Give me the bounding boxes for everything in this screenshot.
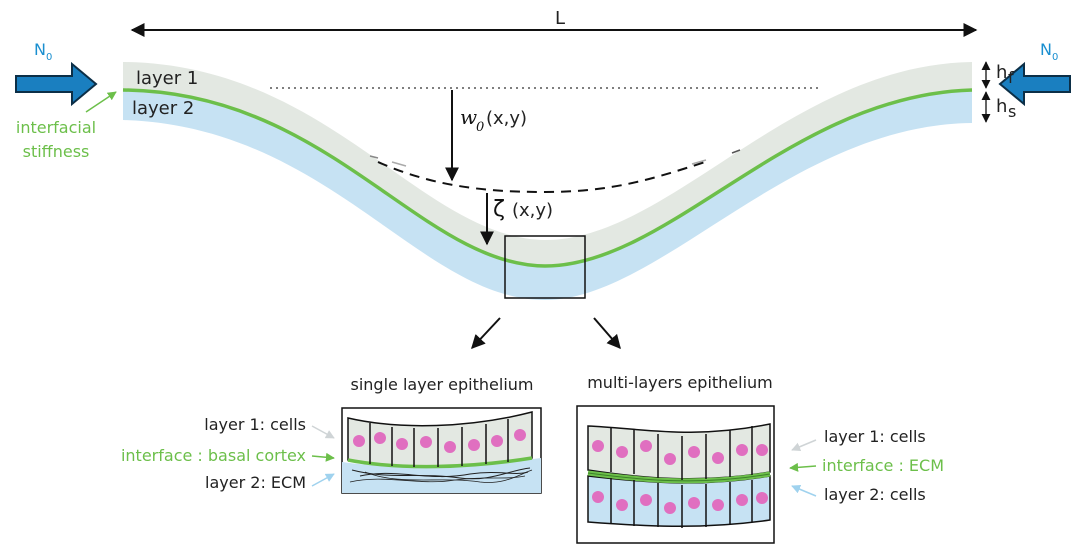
zeta-symbol: ζ <box>493 197 505 222</box>
multi-interface-label: interface : ECM <box>822 456 944 475</box>
length-label: L <box>555 8 565 29</box>
layer2-label: layer 2 <box>132 98 194 119</box>
w0-annotation: w 0 (x,y) <box>445 90 527 182</box>
layer2-band <box>123 90 972 300</box>
multi-layer-content <box>587 423 771 528</box>
left-arrow-icon <box>998 61 1071 107</box>
zeta-args: (x,y) <box>512 200 553 221</box>
hs-label: h <box>996 96 1007 117</box>
interfacial-label-2: stiffness <box>23 142 90 161</box>
hf-label: h <box>996 62 1007 83</box>
thickness-dimensions: h f h s <box>981 61 1016 123</box>
single-layer-content <box>342 411 541 493</box>
w0-args: (x,y) <box>486 108 527 129</box>
svg-text:s: s <box>1008 102 1016 121</box>
force-label-right: N <box>1040 40 1052 59</box>
svg-text:0: 0 <box>46 52 52 63</box>
initial-deflection-curve <box>377 161 706 194</box>
bilayer <box>122 62 973 300</box>
force-arrow-right: N 0 <box>998 40 1071 107</box>
interfacial-stiffness-annotation: interfacial stiffness <box>16 91 117 161</box>
zoom-arrow-right <box>593 317 621 350</box>
w0-symbol: w <box>460 105 477 129</box>
cell-nucleus <box>592 440 768 514</box>
svg-text:0: 0 <box>476 120 484 135</box>
length-dimension: L <box>130 8 978 37</box>
multi-layer-title: multi-layers epithelium <box>587 373 773 392</box>
zoom-box <box>504 235 586 299</box>
zoom-arrow-left <box>471 317 501 350</box>
cell-nucleus <box>353 429 526 453</box>
svg-text:0: 0 <box>1052 52 1058 63</box>
single-layer2-label: layer 2: ECM <box>205 473 306 492</box>
single-layer1-label: layer 1: cells <box>204 415 306 434</box>
layer1-label: layer 1 <box>136 68 198 89</box>
multi-layer-labels: layer 1: cells interface : ECM layer 2: … <box>789 427 944 504</box>
force-label-left: N <box>34 40 46 59</box>
interfacial-label-1: interfacial <box>16 118 96 137</box>
svg-text:f: f <box>1008 68 1014 87</box>
interface-line <box>122 88 973 268</box>
single-layer-labels: layer 1: cells interface : basal cortex … <box>121 415 335 492</box>
single-layer-title: single layer epithelium <box>351 375 534 394</box>
multi-layer1-label: layer 1: cells <box>824 427 926 446</box>
single-interface-label: interface : basal cortex <box>121 446 306 465</box>
multi-layer2-label: layer 2: cells <box>824 485 926 504</box>
layer1-band <box>123 62 972 266</box>
right-arrow-icon <box>15 61 98 107</box>
force-arrow-left: N 0 <box>15 40 98 107</box>
zeta-annotation: ζ (x,y) <box>480 193 553 246</box>
